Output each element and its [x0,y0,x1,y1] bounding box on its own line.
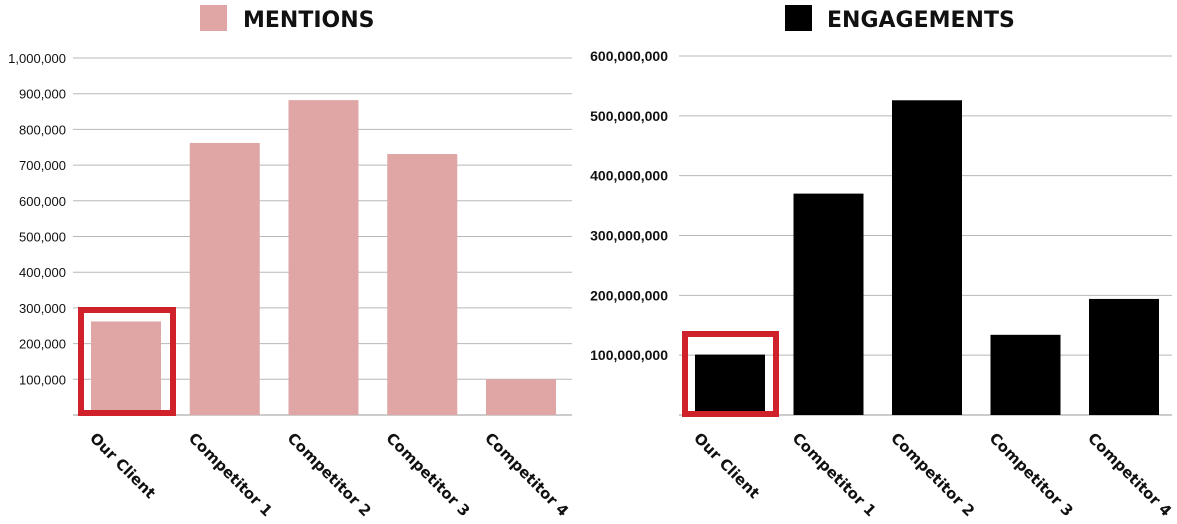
mentions-y-tick-label: 400,000 [19,265,66,280]
engagements-y-tick-label: 400,000,000 [590,168,668,184]
mentions-bar-our-client [91,321,161,415]
mentions-chart: MENTIONS 1,000,000 900,000 800,000 700,000 60… [0,0,575,524]
engagements-category-label-competitor-2: Competitor 2 [887,429,978,520]
engagements-bar-competitor-4 [1089,298,1159,415]
mentions-y-tick-label: 500,000 [19,230,66,245]
mentions-legend-label: MENTIONS [243,8,374,33]
engagements-chart-svg: ENGAGEMENTS 600,000,000 500,000,000 400,000… [590,5,1175,520]
engagements-y-tick-label: 500,000,000 [590,108,668,124]
mentions-legend-swatch [200,5,227,31]
mentions-category-label-competitor-4: Competitor 4 [481,429,572,520]
mentions-y-tick-label: 200,000 [19,337,66,352]
mentions-bar-competitor-4 [486,379,556,415]
engagements-y-tick-label: 100,000,000 [590,347,668,363]
engagements-y-tick-label: 200,000,000 [590,287,668,303]
mentions-chart-svg: MENTIONS 1,000,000 900,000 800,000 700,000 60… [8,5,572,520]
engagements-y-tick-label: 300,000,000 [590,228,668,244]
mentions-category-label-competitor-1: Competitor 1 [185,429,276,520]
mentions-y-tick-label: 600,000 [19,194,66,209]
engagements-bar-competitor-1 [793,193,864,415]
mentions-highlight-box [78,307,176,416]
engagements-category-label-competitor-4: Competitor 4 [1084,429,1175,520]
engagements-category-label-competitor-1: Competitor 1 [789,429,880,520]
engagements-chart: ENGAGEMENTS 600,000,000 500,000,000 400,000… [575,0,1177,524]
engagements-bar-competitor-2 [892,100,962,415]
engagements-bar-competitor-3 [990,334,1061,415]
mentions-y-tick-label: 900,000 [19,87,66,102]
mentions-bar-competitor-3 [387,154,458,415]
engagements-bar-our-client [695,354,765,415]
engagements-category-label-our-client: Our Client [690,429,763,502]
mentions-y-tick-label: 800,000 [19,122,66,137]
mentions-y-tick-label: 1,000,000 [8,51,66,66]
mentions-category-label-competitor-3: Competitor 3 [382,429,473,520]
mentions-bar-competitor-2 [288,100,359,415]
mentions-y-tick-label: 300,000 [19,301,66,316]
mentions-y-tick-label: 700,000 [19,158,66,173]
engagements-legend-swatch [785,5,812,31]
engagements-legend-label: ENGAGEMENTS [827,8,1015,33]
mentions-category-label-competitor-2: Competitor 2 [284,429,375,520]
mentions-y-tick-label: 100,000 [19,372,66,387]
engagements-category-label-competitor-3: Competitor 3 [986,429,1077,520]
engagements-y-tick-label: 600,000,000 [590,48,668,64]
mentions-category-label-our-client: Our Client [86,429,159,502]
engagements-highlight-box [682,331,779,417]
mentions-bar-competitor-1 [189,142,260,415]
